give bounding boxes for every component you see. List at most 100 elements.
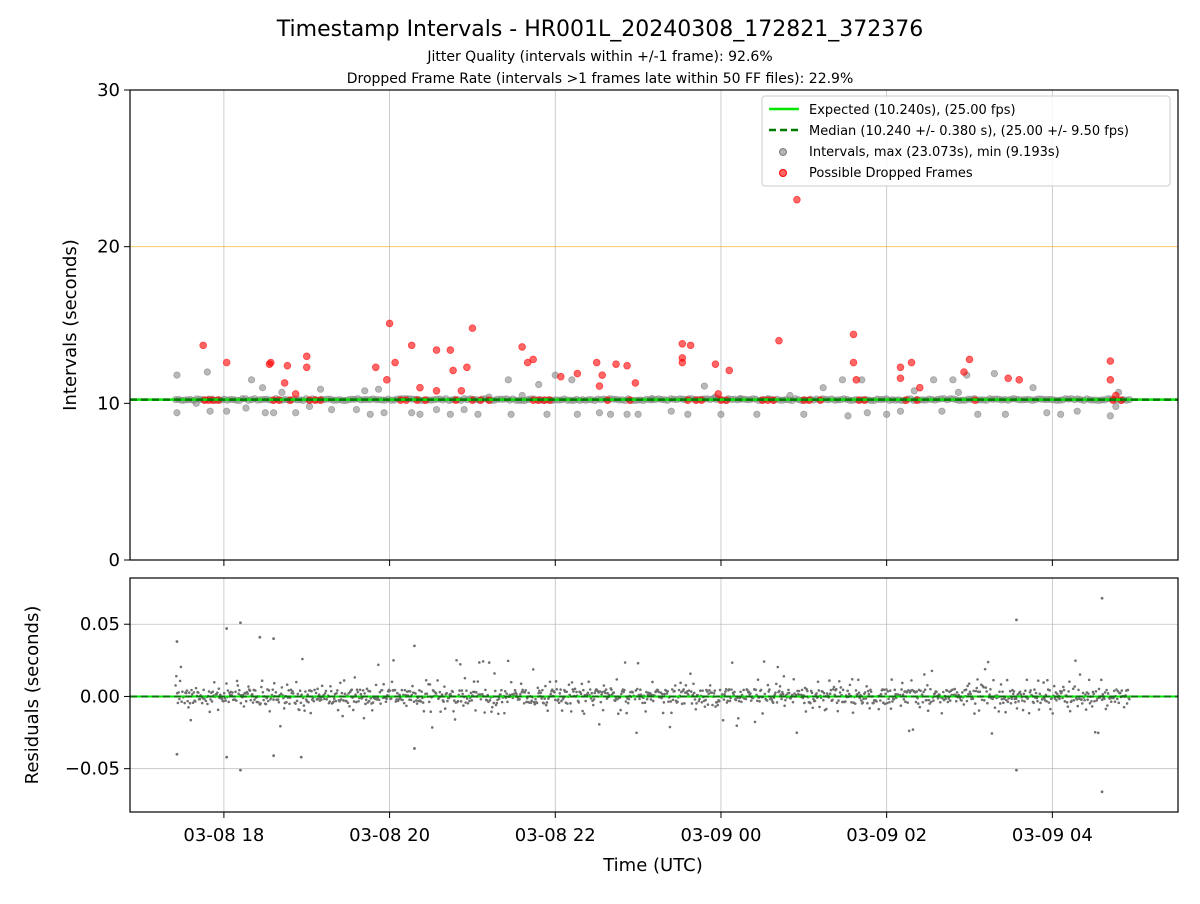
residual-point bbox=[210, 700, 214, 703]
intervals-y-axis-label: Intervals (seconds) bbox=[60, 239, 81, 411]
residual-point bbox=[465, 697, 469, 700]
residual-point bbox=[282, 707, 286, 710]
residual-point bbox=[519, 682, 523, 686]
residual-point bbox=[707, 692, 710, 695]
residual-point bbox=[651, 699, 655, 703]
residual-point bbox=[1047, 701, 1051, 704]
residual-point bbox=[1051, 712, 1054, 715]
intervals-y-tick-label: 20 bbox=[97, 237, 120, 258]
residual-point bbox=[442, 700, 445, 703]
residual-point bbox=[497, 697, 501, 701]
interval-point bbox=[432, 405, 441, 414]
residual-point bbox=[1018, 690, 1022, 694]
residual-point bbox=[529, 701, 533, 704]
residuals-y-tick-label: 0.05 bbox=[80, 614, 120, 635]
x-tick-label: 03-09 04 bbox=[1012, 825, 1093, 846]
residual-point bbox=[1037, 708, 1041, 711]
residual-point bbox=[329, 689, 333, 693]
residual-point bbox=[756, 678, 760, 681]
residual-point bbox=[478, 661, 481, 664]
residual-point bbox=[369, 696, 373, 700]
residual-point bbox=[419, 700, 423, 703]
residual-point bbox=[985, 690, 988, 693]
residual-point bbox=[543, 697, 546, 700]
residual-point bbox=[677, 688, 681, 692]
residual-point bbox=[364, 702, 367, 706]
residual-point bbox=[879, 692, 883, 696]
residual-point bbox=[357, 699, 360, 703]
residual-point bbox=[459, 662, 462, 666]
residual-point bbox=[1065, 701, 1069, 704]
interval-point bbox=[606, 410, 615, 418]
residual-point bbox=[197, 691, 200, 694]
dropped-frame-point bbox=[199, 341, 207, 350]
residual-point bbox=[1001, 690, 1004, 693]
interval-point bbox=[595, 409, 604, 417]
residual-point bbox=[1113, 700, 1117, 703]
residual-point bbox=[382, 682, 385, 686]
interval-point bbox=[930, 376, 938, 384]
residual-point bbox=[515, 692, 518, 696]
residual-point bbox=[781, 692, 785, 696]
residual-point bbox=[288, 702, 291, 706]
residual-point bbox=[503, 689, 507, 693]
residual-point bbox=[279, 724, 282, 728]
residual-point bbox=[838, 691, 842, 694]
residual-point bbox=[590, 691, 594, 695]
dropped-frame-point bbox=[391, 358, 399, 367]
residual-point bbox=[639, 688, 642, 692]
residual-point bbox=[189, 718, 193, 722]
residual-point bbox=[1072, 698, 1076, 702]
residual-point bbox=[575, 690, 578, 694]
residual-point bbox=[861, 701, 865, 704]
residual-point bbox=[953, 687, 957, 691]
residual-point bbox=[488, 699, 492, 702]
residual-point bbox=[1128, 697, 1131, 701]
residual-point bbox=[1073, 685, 1077, 688]
residual-point bbox=[885, 701, 889, 705]
residual-point bbox=[311, 696, 315, 700]
residual-point bbox=[338, 699, 341, 703]
residual-point bbox=[592, 698, 596, 701]
residual-point bbox=[727, 688, 731, 691]
residual-point bbox=[666, 689, 669, 693]
residual-point bbox=[636, 661, 640, 665]
residual-point bbox=[439, 710, 442, 713]
residual-point bbox=[627, 697, 631, 701]
residual-point bbox=[536, 686, 540, 690]
residual-point bbox=[661, 711, 665, 715]
residual-point bbox=[1048, 689, 1051, 692]
residual-point bbox=[703, 705, 707, 708]
residual-point bbox=[190, 688, 193, 692]
residual-point bbox=[732, 693, 736, 697]
residual-point bbox=[301, 657, 304, 661]
residual-point bbox=[1126, 688, 1130, 692]
residual-point bbox=[424, 678, 428, 682]
residual-point bbox=[336, 708, 340, 712]
residual-point bbox=[800, 688, 804, 692]
residual-point bbox=[889, 707, 893, 710]
residual-point bbox=[746, 688, 749, 692]
residual-point bbox=[619, 708, 622, 712]
residual-point bbox=[324, 689, 328, 693]
residual-point bbox=[682, 688, 685, 691]
residual-point bbox=[329, 684, 332, 688]
intervals-y-tick-label: 10 bbox=[97, 393, 120, 414]
residual-point bbox=[795, 731, 799, 735]
residual-point bbox=[589, 697, 593, 700]
residual-point bbox=[739, 690, 742, 694]
residual-point bbox=[916, 702, 920, 705]
residual-point bbox=[1033, 688, 1036, 691]
residual-point bbox=[604, 691, 607, 695]
residual-point bbox=[886, 690, 890, 693]
residual-point bbox=[863, 691, 867, 694]
residual-point bbox=[239, 701, 243, 705]
residual-point bbox=[936, 697, 940, 700]
residual-point bbox=[523, 691, 527, 694]
residual-point bbox=[493, 672, 496, 675]
residual-point bbox=[829, 688, 833, 692]
residual-point bbox=[572, 690, 575, 693]
legend-dropped-swatch bbox=[779, 169, 787, 177]
residual-point bbox=[676, 700, 679, 704]
